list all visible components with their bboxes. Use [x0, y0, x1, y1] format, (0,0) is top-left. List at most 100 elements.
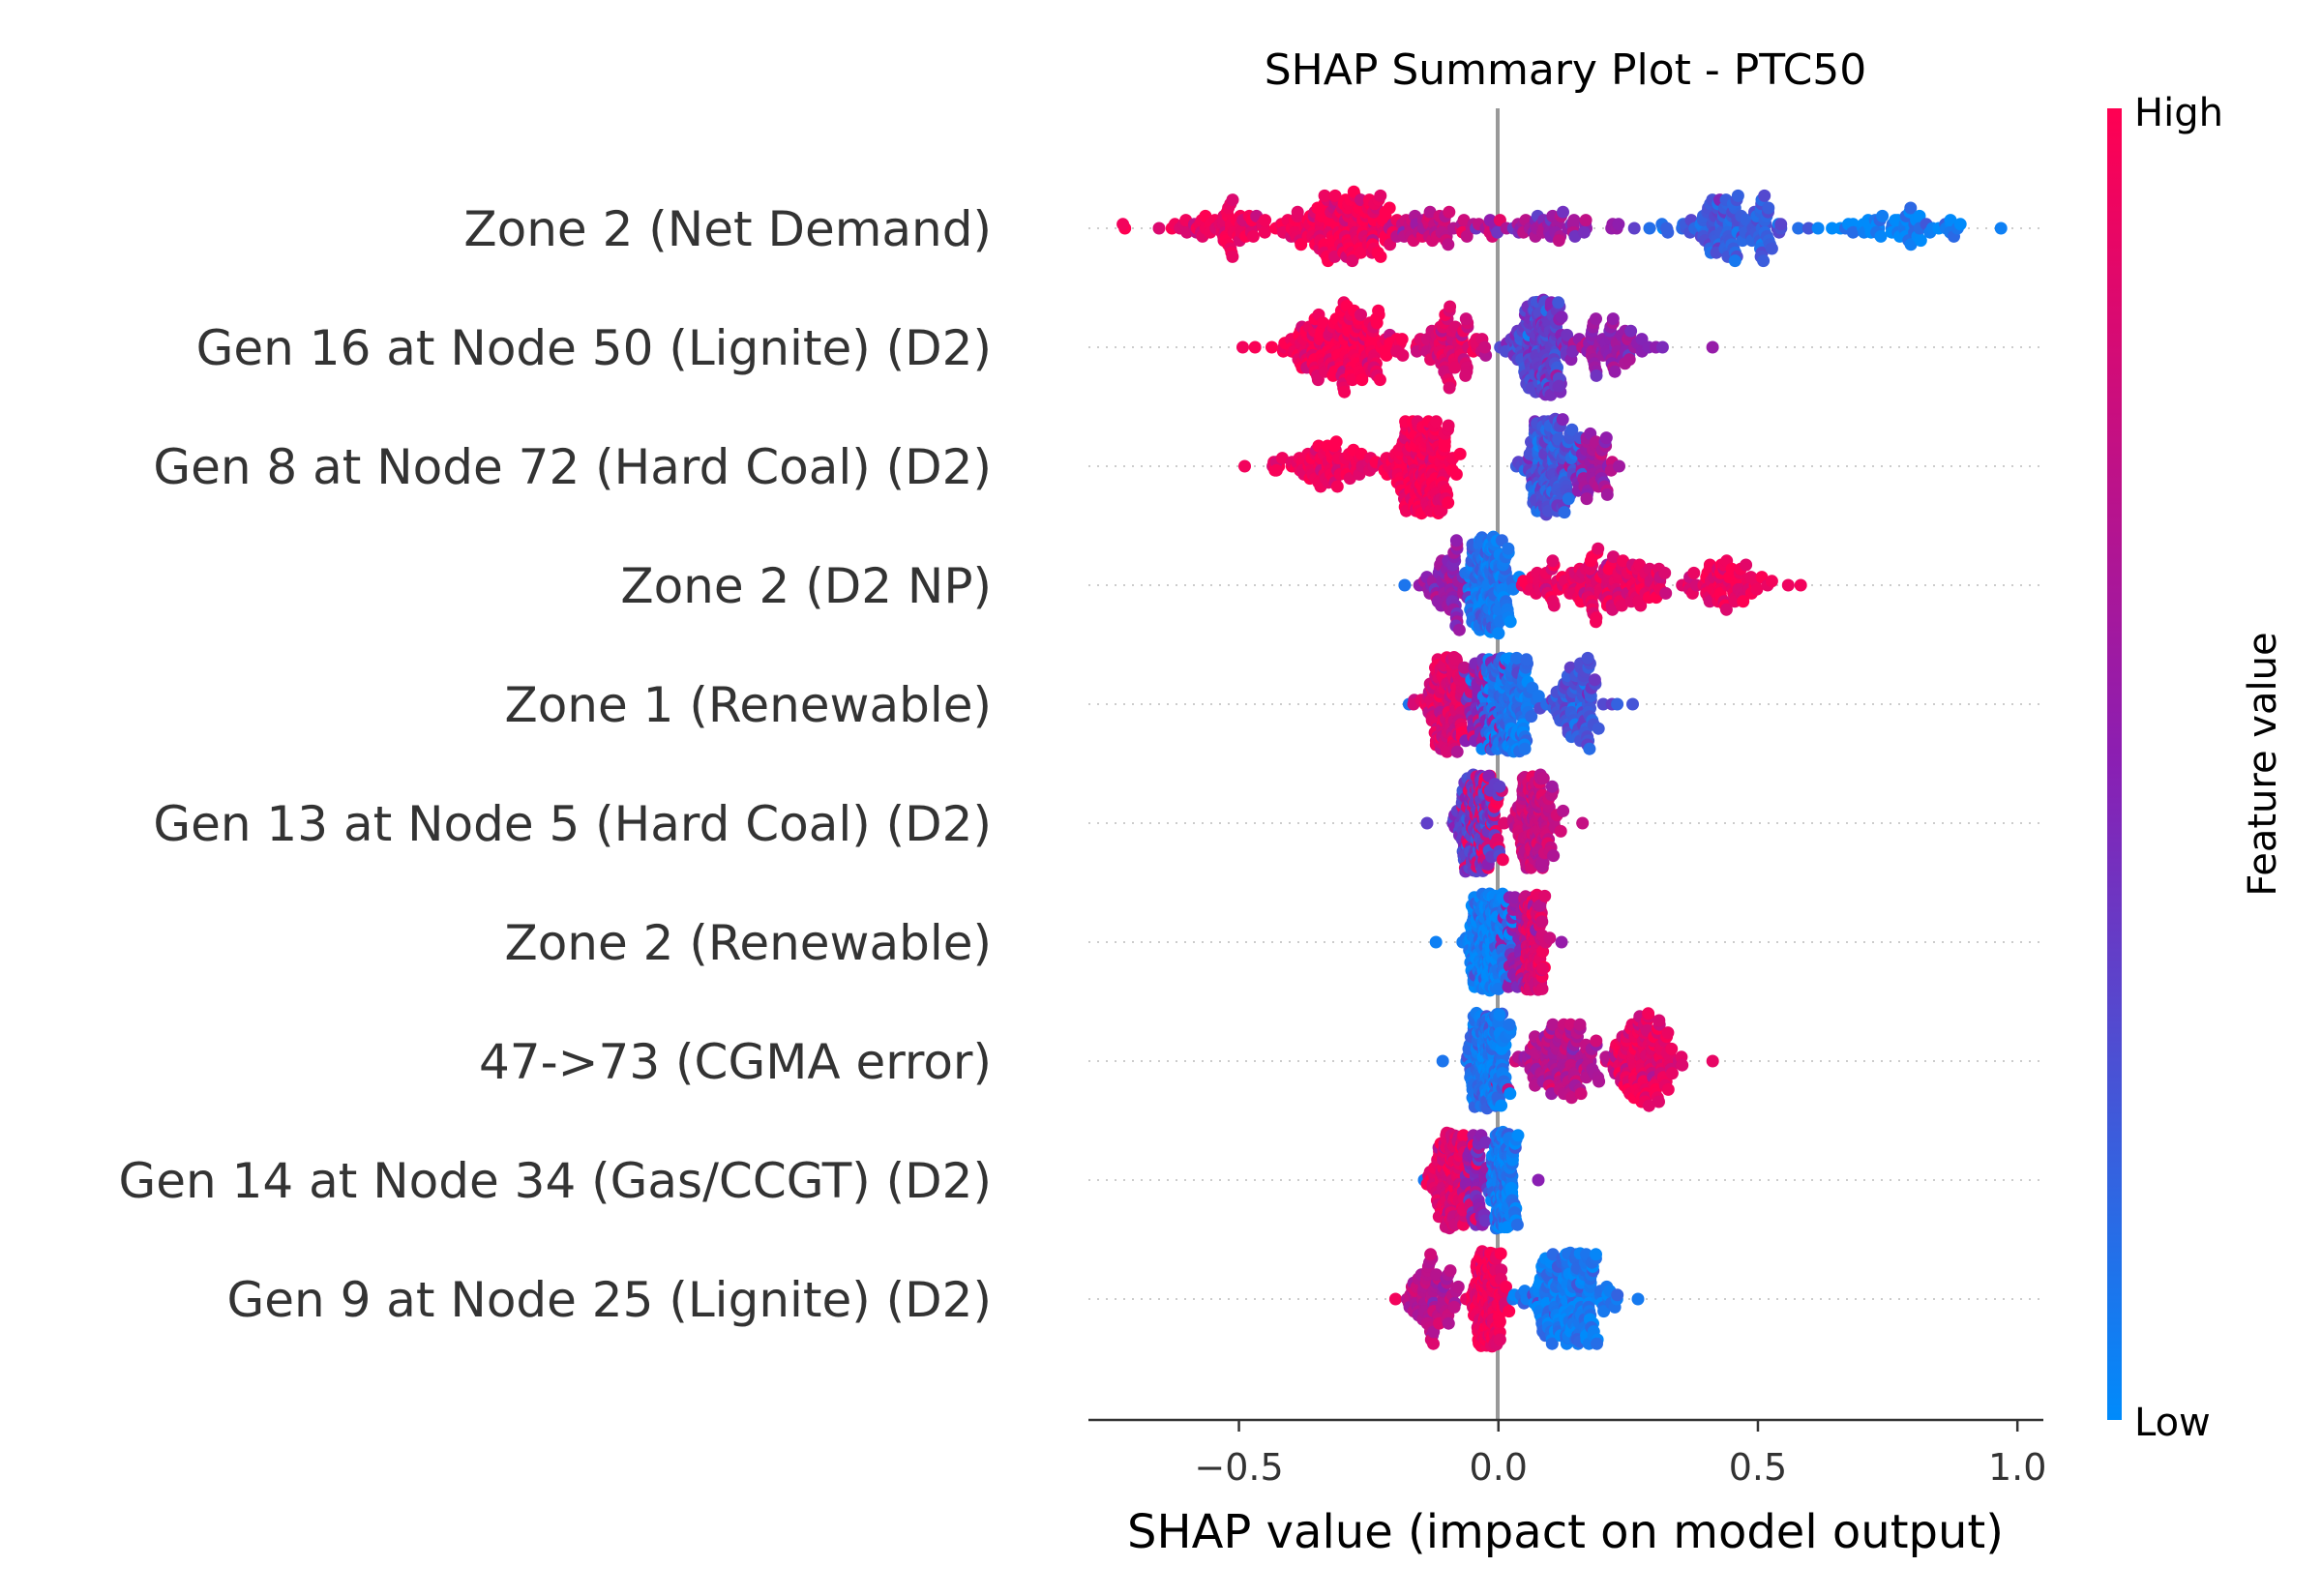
- shap-point: [1607, 550, 1620, 564]
- shap-point: [1329, 435, 1343, 449]
- shap-point: [1374, 189, 1387, 202]
- shap-point: [1592, 722, 1605, 735]
- shap-point: [1596, 697, 1610, 711]
- shap-point: [1451, 1280, 1465, 1293]
- shap-point: [1606, 312, 1620, 326]
- shap-point: [1492, 982, 1505, 995]
- shap-point: [1561, 328, 1574, 341]
- shap-point: [1914, 234, 1927, 248]
- shap-point: [1566, 344, 1580, 358]
- shap-point: [1374, 250, 1387, 263]
- shap-point: [1590, 369, 1603, 382]
- shap-point: [1346, 373, 1359, 387]
- shap-point: [1535, 915, 1549, 929]
- shap-point: [1388, 1292, 1402, 1306]
- shap-point: [1765, 242, 1778, 255]
- shap-point: [1536, 772, 1550, 785]
- shap-point: [1757, 254, 1771, 268]
- shap-point: [1593, 1075, 1606, 1088]
- shap-point: [1328, 189, 1342, 202]
- shap-point: [1536, 961, 1549, 975]
- shap-point: [1546, 1018, 1560, 1031]
- shap-point: [1658, 566, 1672, 579]
- shap-point: [1395, 333, 1409, 346]
- shap-point: [1330, 480, 1344, 493]
- shap-point: [1503, 1087, 1517, 1101]
- shap-point: [1627, 222, 1641, 235]
- shap-point: [1562, 492, 1575, 506]
- shap-point: [1238, 459, 1251, 473]
- shap-point: [1547, 849, 1561, 863]
- shap-point: [1581, 651, 1594, 665]
- shap-point: [1774, 218, 1788, 231]
- shap-point: [1492, 627, 1505, 640]
- shap-point: [1626, 697, 1639, 711]
- shap-point: [1450, 654, 1463, 666]
- shap-point: [1226, 193, 1239, 207]
- shap-point: [1275, 452, 1289, 465]
- shap-point: [1478, 340, 1492, 354]
- shap-point: [1552, 234, 1565, 248]
- shap-point: [1502, 980, 1515, 993]
- shap-point: [1556, 413, 1569, 427]
- shap-point: [1613, 459, 1625, 473]
- shap-point: [1458, 661, 1471, 674]
- shap-point: [1557, 804, 1570, 817]
- shap-point: [1661, 1082, 1675, 1096]
- shap-point: [1508, 891, 1522, 904]
- shap-point: [1442, 419, 1455, 432]
- shap-point: [1554, 824, 1567, 838]
- shap-point: [1436, 1054, 1449, 1068]
- shap-point: [1608, 365, 1622, 378]
- shap-point: [1448, 361, 1462, 374]
- shap-point: [1538, 889, 1552, 902]
- shap-point: [1453, 447, 1467, 460]
- shap-point: [1346, 254, 1359, 268]
- shap-point: [1543, 931, 1557, 945]
- shap-point: [1643, 222, 1656, 235]
- shap-point: [1719, 603, 1733, 616]
- shap-point: [1580, 492, 1593, 506]
- shap-point: [1555, 935, 1568, 949]
- shap-point: [1553, 379, 1565, 393]
- shap-point: [1152, 222, 1166, 235]
- shap-point: [1904, 201, 1918, 215]
- shap-point: [1452, 623, 1466, 636]
- shap-point: [1590, 312, 1602, 326]
- shap-point: [1792, 222, 1805, 235]
- shap-point: [1576, 816, 1590, 830]
- shap-point: [1444, 1264, 1457, 1278]
- shap-point: [1518, 742, 1532, 755]
- shap-point: [1655, 340, 1669, 354]
- shap-point: [1665, 1067, 1679, 1080]
- shap-point: [1600, 488, 1614, 501]
- shap-point: [1612, 218, 1625, 231]
- shap-point: [1687, 566, 1701, 579]
- shap-point: [1642, 1099, 1655, 1112]
- shap-point: [1442, 496, 1455, 510]
- shap-point: [1661, 1026, 1675, 1040]
- shap-point: [1590, 615, 1602, 629]
- shap-point: [1567, 214, 1581, 227]
- shap-point: [1762, 201, 1775, 215]
- shap-point: [1577, 225, 1591, 239]
- shap-point: [1443, 205, 1456, 219]
- shap-point: [1450, 745, 1464, 758]
- shap-point: [1495, 1099, 1508, 1112]
- shap-point: [1510, 651, 1524, 665]
- shap-point: [1634, 599, 1648, 612]
- shap-point: [1533, 899, 1547, 912]
- shap-point: [1318, 189, 1331, 202]
- row-gridlines: [1088, 227, 2043, 1300]
- shap-point: [1706, 340, 1719, 354]
- shap-point: [1503, 615, 1517, 629]
- shap-point: [1479, 1136, 1493, 1149]
- shap-point: [1781, 578, 1795, 592]
- shap-point: [1424, 1248, 1438, 1261]
- shap-point: [1316, 316, 1329, 330]
- shap-point: [1493, 780, 1506, 793]
- shap-point: [1552, 296, 1565, 310]
- shap-point: [1354, 246, 1368, 259]
- shap-point: [1259, 214, 1272, 227]
